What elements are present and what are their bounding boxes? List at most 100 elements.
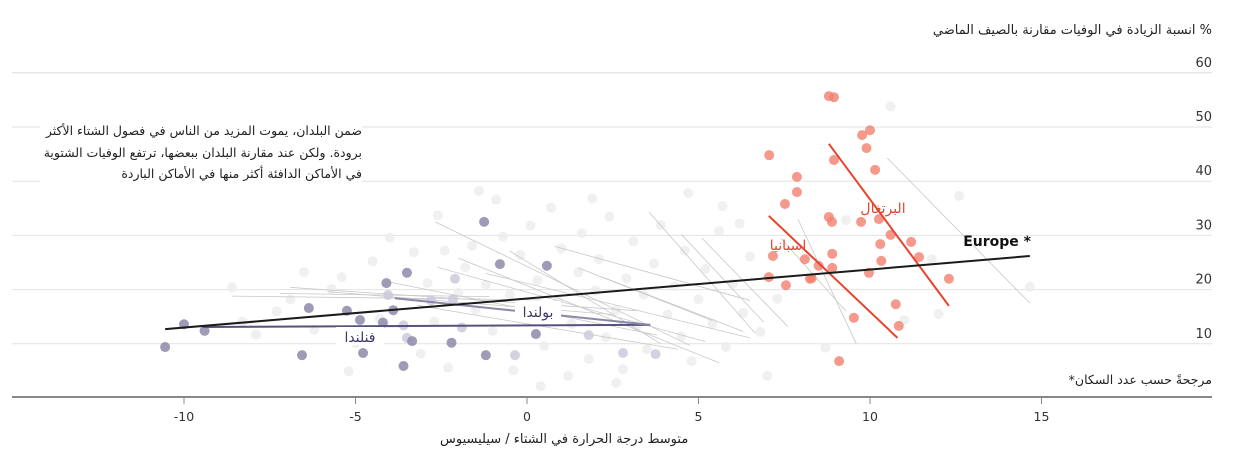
x-tick-label: 0 <box>523 409 531 424</box>
annotation: ضمن البلدان، يموت المزيد من الناس في فصو… <box>40 120 362 185</box>
finland-poland-point <box>398 361 409 372</box>
spain-portugal-point <box>827 248 838 259</box>
other-country-point <box>497 231 508 242</box>
other-country-point <box>583 353 594 364</box>
other-country-point <box>604 211 615 222</box>
other-country-point <box>933 308 944 319</box>
other-country-point <box>648 258 659 269</box>
y-tick-label: 60 <box>1195 56 1212 71</box>
other-country-point <box>738 307 749 318</box>
other-country-point <box>508 365 519 376</box>
finland-poland-point <box>381 278 392 289</box>
finland-poland-light-point <box>383 290 394 301</box>
other-country-trend-line <box>417 304 678 350</box>
spain-portugal-point <box>791 187 802 198</box>
finland-poland-light-point <box>618 348 629 359</box>
finland-poland-point <box>401 267 412 278</box>
other-country-point <box>432 210 443 221</box>
other-country-point <box>443 362 454 373</box>
spain-portugal-point <box>865 125 875 136</box>
spain-portugal-point <box>870 164 881 175</box>
other-country-point <box>460 262 471 273</box>
other-country-point <box>820 342 831 353</box>
poland-label-background <box>515 301 561 321</box>
other-country-point <box>693 294 704 305</box>
other-country-point <box>251 329 262 340</box>
spain-portugal-point <box>764 150 775 161</box>
other-country-point <box>954 190 965 201</box>
y-tick-label: 50 <box>1195 110 1212 125</box>
spain-portugal-point <box>813 260 824 271</box>
other-country-point <box>587 193 598 204</box>
y-tick-label: 40 <box>1195 164 1212 179</box>
spain-portugal-point <box>834 356 845 367</box>
x-tick-label: 10 <box>862 409 878 424</box>
other-country-point <box>611 305 622 316</box>
other-country-point <box>467 240 478 251</box>
y-axis-title: % انسبة الزيادة في الوفيات مقارنة بالصيف… <box>932 23 1212 38</box>
finland-poland-light-point <box>425 295 436 306</box>
finland-poland-light-point <box>650 349 661 360</box>
x-tick-label: -5 <box>349 409 361 424</box>
other-country-point <box>487 325 498 336</box>
other-country-trend-line <box>681 234 764 323</box>
footnote: مرجحةً حسب عدد السكان* <box>1068 372 1212 387</box>
other-country-point <box>683 188 694 199</box>
other-country-point <box>573 267 584 278</box>
other-country-point <box>439 245 450 256</box>
other-country-trend-line <box>578 267 713 321</box>
other-country-trend-line <box>290 287 637 312</box>
other-country-point <box>408 247 419 258</box>
other-country-trend-line <box>886 157 1031 304</box>
other-country-point <box>532 275 543 286</box>
y-tick-label: 20 <box>1195 273 1212 288</box>
other-country-point <box>563 370 574 381</box>
other-country-trend-line <box>458 257 720 364</box>
other-country-point <box>707 318 718 329</box>
spain-portugal-point <box>875 239 886 250</box>
poland-label: بولندا <box>523 305 554 321</box>
spain-portugal-point <box>856 216 867 227</box>
finland-label-background <box>336 327 384 345</box>
finland-poland-point <box>479 216 490 227</box>
spain-portugal-point <box>799 254 810 265</box>
europe-label: Europe * <box>963 234 1031 250</box>
other-country-point <box>271 306 282 317</box>
other-country-point <box>720 342 731 353</box>
y-tick-label: 10 <box>1195 327 1212 342</box>
other-country-point <box>714 226 725 237</box>
other-country-point <box>676 331 687 342</box>
finland-poland-point <box>160 342 171 353</box>
spain-portugal-point <box>826 216 837 227</box>
y-tick-label: 30 <box>1195 218 1212 233</box>
spain-portugal-point <box>767 250 778 261</box>
finland-poland-light-point <box>509 350 520 361</box>
other-country-point <box>772 293 783 304</box>
spain-trend-line <box>768 215 899 339</box>
spain-portugal-point <box>914 252 925 263</box>
other-country-point <box>299 267 310 278</box>
finland-poland-point <box>296 350 307 361</box>
spain-portugal-point <box>828 155 839 166</box>
finland-poland-point <box>446 337 457 348</box>
finland-label: فنلندا <box>344 330 375 346</box>
other-country-point <box>343 366 354 377</box>
x-tick-label: 15 <box>1034 409 1050 424</box>
other-country-point <box>1024 281 1035 292</box>
finland-poland-light-point <box>449 273 460 284</box>
other-country-point <box>539 340 550 351</box>
spain-portugal-point <box>861 143 872 154</box>
finland-poland-point <box>407 336 418 347</box>
other-country-point <box>384 232 395 243</box>
portugal-label: البرتغال <box>860 201 905 217</box>
spain-portugal-point <box>806 273 817 284</box>
other-country-point <box>367 256 378 267</box>
spain-portugal-point <box>779 198 790 209</box>
other-country-point <box>734 218 745 229</box>
other-country-point <box>473 185 484 196</box>
finland-poland-point <box>199 325 210 336</box>
spain-portugal-point <box>890 299 901 310</box>
finland-poland-light-point <box>583 330 594 341</box>
other-country-point <box>546 202 557 213</box>
